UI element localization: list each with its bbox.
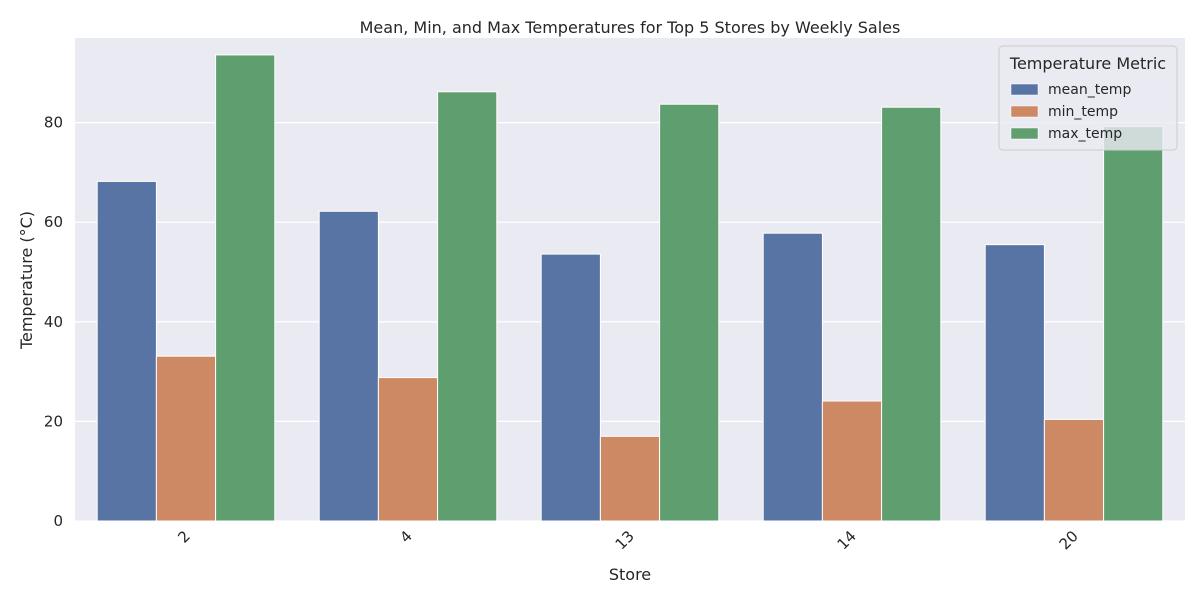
bar-min_temp-store-20 xyxy=(1043,418,1105,522)
bar-max_temp-store-13 xyxy=(659,103,720,522)
bars xyxy=(96,54,1164,522)
legend-label-min_temp: min_temp xyxy=(1048,104,1118,120)
legend-box xyxy=(998,45,1178,151)
bar-max_temp-store-14 xyxy=(881,106,942,522)
bar-mean_temp-store-14 xyxy=(762,232,823,522)
bar-min_temp-store-2 xyxy=(155,355,217,522)
y-tick-label: 80 xyxy=(44,114,63,132)
legend: Temperature Metric mean_temp min_temp max_… xyxy=(998,45,1178,151)
bar-min_temp-store-4 xyxy=(377,377,439,522)
y-tick-label: 40 xyxy=(44,313,63,331)
y-tick-label: 20 xyxy=(44,412,63,430)
legend-swatch-mean_temp xyxy=(1010,83,1039,96)
legend-items: mean_temp min_temp max_temp xyxy=(1010,82,1131,142)
bar-max_temp-store-2 xyxy=(215,54,276,522)
bar-mean_temp-store-13 xyxy=(540,253,601,522)
legend-swatch-max_temp xyxy=(1010,127,1039,140)
bar-max_temp-store-20 xyxy=(1103,126,1164,522)
y-axis-ticks: 0 20 40 60 80 xyxy=(44,114,63,530)
legend-label-mean_temp: mean_temp xyxy=(1048,82,1131,98)
bar-min_temp-store-14 xyxy=(821,400,883,522)
bar-mean_temp-store-20 xyxy=(984,244,1045,522)
chart-title: Mean, Min, and Max Temperatures for Top … xyxy=(360,18,901,37)
legend-title: Temperature Metric xyxy=(1009,54,1166,73)
legend-label-max_temp: max_temp xyxy=(1048,126,1122,142)
x-axis-label: Store xyxy=(609,565,651,584)
y-tick-label: 60 xyxy=(44,213,63,231)
bar-max_temp-store-4 xyxy=(437,91,498,522)
y-tick-label: 0 xyxy=(53,512,63,530)
bar-min_temp-store-13 xyxy=(599,435,661,522)
legend-swatch-min_temp xyxy=(1010,105,1039,118)
y-axis-label: Temperature (°C) xyxy=(17,211,36,350)
bar-mean_temp-store-4 xyxy=(318,210,379,522)
bar-mean_temp-store-2 xyxy=(96,180,157,522)
